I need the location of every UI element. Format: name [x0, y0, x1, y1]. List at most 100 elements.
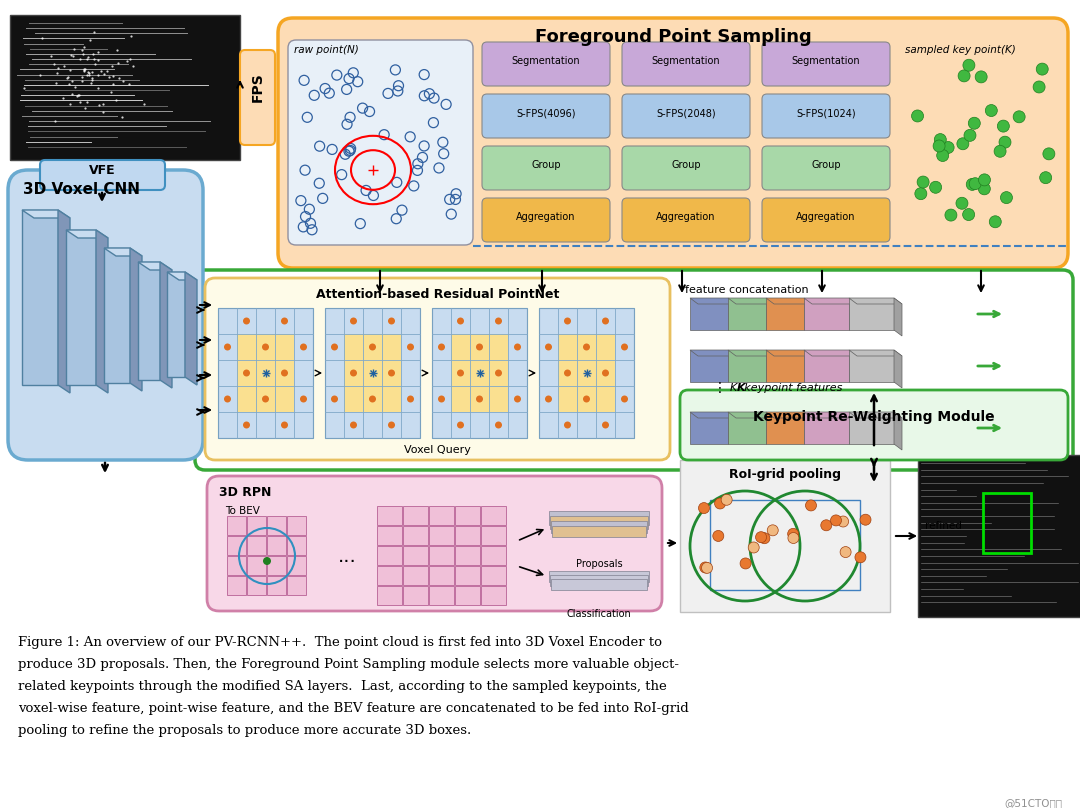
Circle shape — [224, 343, 231, 351]
Bar — [766, 412, 804, 444]
Circle shape — [330, 343, 338, 351]
Bar — [237, 334, 294, 412]
Circle shape — [583, 343, 590, 351]
Bar — [247, 536, 266, 555]
FancyBboxPatch shape — [207, 476, 662, 611]
Bar — [849, 350, 894, 382]
Circle shape — [740, 558, 751, 569]
Circle shape — [514, 395, 521, 402]
Bar — [728, 412, 766, 444]
Bar — [451, 334, 508, 412]
Text: Foreground Point Sampling: Foreground Point Sampling — [535, 28, 811, 46]
Polygon shape — [66, 230, 108, 238]
Polygon shape — [766, 298, 812, 304]
Text: Proposals: Proposals — [576, 559, 622, 569]
Bar — [481, 546, 507, 565]
Bar — [138, 262, 160, 380]
Text: 3D Voxel CNN: 3D Voxel CNN — [23, 182, 140, 197]
Circle shape — [1000, 191, 1012, 204]
Circle shape — [388, 318, 395, 325]
Bar — [549, 571, 649, 582]
Bar — [690, 412, 728, 444]
Bar — [429, 546, 454, 565]
Text: @51CTO博客: @51CTO博客 — [1004, 798, 1062, 808]
Bar — [550, 575, 648, 586]
FancyBboxPatch shape — [622, 42, 750, 86]
FancyBboxPatch shape — [482, 94, 610, 138]
Circle shape — [787, 528, 799, 540]
Bar — [267, 536, 286, 555]
FancyBboxPatch shape — [8, 170, 203, 460]
Circle shape — [721, 494, 732, 505]
Bar — [403, 586, 428, 605]
Bar — [429, 566, 454, 585]
Bar — [287, 576, 306, 595]
FancyBboxPatch shape — [762, 198, 890, 242]
Circle shape — [545, 395, 552, 402]
Circle shape — [945, 209, 957, 221]
Polygon shape — [138, 262, 172, 270]
Circle shape — [715, 498, 726, 509]
Bar — [849, 298, 894, 330]
Circle shape — [915, 187, 927, 200]
Polygon shape — [690, 350, 735, 356]
Polygon shape — [167, 272, 197, 280]
Text: refined: refined — [924, 521, 962, 531]
Circle shape — [969, 178, 982, 190]
Bar — [690, 350, 728, 382]
Text: voxel-wise feature, point-wise feature, and the BEV feature are concatenated to : voxel-wise feature, point-wise feature, … — [18, 702, 689, 715]
Text: S-FPS(1024): S-FPS(1024) — [796, 108, 855, 118]
Bar — [267, 556, 286, 575]
Polygon shape — [728, 298, 774, 304]
Circle shape — [388, 369, 395, 377]
Polygon shape — [58, 210, 70, 393]
Circle shape — [958, 69, 970, 82]
Polygon shape — [766, 350, 812, 356]
Bar — [377, 506, 402, 525]
Bar — [432, 308, 527, 438]
Circle shape — [350, 369, 357, 377]
Circle shape — [767, 525, 779, 536]
Bar — [227, 556, 246, 575]
Circle shape — [999, 137, 1011, 148]
Circle shape — [967, 179, 978, 191]
Bar — [287, 536, 306, 555]
Circle shape — [602, 369, 609, 377]
Polygon shape — [728, 350, 774, 356]
Bar — [455, 566, 480, 585]
Circle shape — [264, 557, 271, 565]
Bar — [481, 526, 507, 545]
FancyBboxPatch shape — [40, 160, 165, 190]
Polygon shape — [849, 298, 902, 304]
Circle shape — [912, 110, 923, 122]
Circle shape — [583, 395, 590, 402]
Bar — [167, 272, 185, 377]
Circle shape — [788, 532, 799, 544]
Circle shape — [917, 176, 929, 188]
Bar — [849, 412, 894, 444]
Circle shape — [369, 395, 376, 402]
Bar — [710, 500, 860, 590]
Circle shape — [243, 422, 249, 428]
Circle shape — [806, 500, 816, 511]
Polygon shape — [766, 412, 812, 418]
Bar — [455, 506, 480, 525]
Circle shape — [564, 318, 571, 325]
Text: raw point(N): raw point(N) — [294, 45, 359, 55]
Circle shape — [602, 318, 609, 325]
Text: S-FPS(4096): S-FPS(4096) — [516, 108, 576, 118]
Bar — [403, 506, 428, 525]
Bar — [377, 566, 402, 585]
Circle shape — [964, 129, 976, 141]
Bar — [403, 526, 428, 545]
Bar — [550, 516, 648, 529]
Bar — [287, 556, 306, 575]
Text: related keypoints through the modified SA layers.  Last, according to the sample: related keypoints through the modified S… — [18, 680, 666, 693]
Bar — [728, 298, 766, 330]
Polygon shape — [849, 412, 902, 418]
Polygon shape — [160, 262, 172, 388]
Text: Group: Group — [531, 160, 561, 170]
Bar — [22, 210, 58, 385]
Bar — [227, 536, 246, 555]
Circle shape — [457, 318, 464, 325]
